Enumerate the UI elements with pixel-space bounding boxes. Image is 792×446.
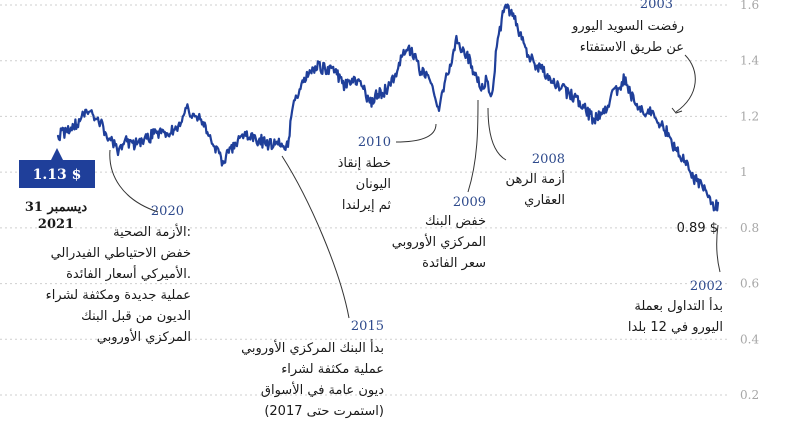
annotation-2010-line2: اليونان [356,177,391,192]
y-tick-label: 1 [740,165,748,179]
annotation-2009-year: 2009 [453,195,486,210]
end-badge-box [19,160,95,188]
annotation-connectors [109,54,721,319]
annotation-2020-line6: المركزي الأوروبي [97,328,191,345]
annotation-2015-line3: ديون عامة في الأسواق [261,381,384,398]
y-tick-labels: 1.6 1.4 1.2 1 0.8 0.6 0.4 0.2 [740,0,759,402]
connector-2020 [109,149,159,213]
y-tick-label: 0.6 [740,277,759,291]
annotation-2020-line2: خفض الاحتياطي الفيدرالي [51,246,191,261]
annotation-2020-line1: الأزمة الصحية: [113,223,191,240]
annotation-2015-line4: (استمرت حتى 2017) [264,404,384,419]
annotation-2010-year: 2010 [358,135,391,150]
grid-lines [0,4,730,396]
start-price-label: 0.89 $ [677,221,718,236]
annotation-2015-line2: عملية مكثفة لشراء [281,362,384,377]
end-date-line2: 2021 [38,217,74,232]
annotation-2015: 2015 بدأ البنك المركزي الأوروبي عملية مك… [241,319,384,419]
annotation-2002-year: 2002 [690,279,723,294]
y-tick-label: 1.4 [740,54,759,68]
end-date-line1: 31 ديسمبر [25,200,87,215]
connector-arrowheads [671,107,683,114]
annotation-2002-line2: اليورو في 12 بلدا [628,320,723,335]
connector-2003 [675,54,696,113]
annotation-2003-line2: عن طريق الاستفتاء [580,40,684,55]
connector-2009 [467,99,479,193]
y-tick-label: 0.8 [740,221,759,235]
annotation-2020-year: 2020 [151,204,184,219]
annotation-2020-line4: عملية جديدة ومكثفة لشراء [46,288,191,303]
annotation-2009-line2: المركزي الأوروبي [392,233,486,250]
end-badge: 1.13 $ [19,148,95,188]
annotation-2008-line2: العقاري [524,193,565,208]
annotation-2003: 2003 رفضت السويد اليورو عن طريق الاستفتا… [571,0,684,55]
annotation-2003-line1: رفضت السويد اليورو [571,19,684,34]
y-tick-label: 0.4 [740,332,759,346]
connector-2002 [716,224,721,273]
annotation-2020: 2020 الأزمة الصحية: خفض الاحتياطي الفيدر… [46,204,191,345]
annotation-2009-line1: خفض البنك [425,214,486,229]
annotation-2008-year: 2008 [532,152,565,167]
annotation-2009: 2009 خفض البنك المركزي الأوروبي سعر الفا… [392,195,486,271]
y-tick-label: 1.2 [740,109,759,123]
annotation-2015-year: 2015 [351,319,384,334]
annotation-2002-line1: بدأ التداول بعملة [634,297,723,314]
annotation-2003-year: 2003 [640,0,673,12]
annotation-2020-line3: الأميركي أسعار الفائدة. [66,265,191,282]
end-badge-pointer [51,148,63,160]
annotation-2020-line5: الديون من قبل البنك [81,309,191,324]
y-tick-label: 0.2 [740,388,759,402]
annotation-2015-line1: بدأ البنك المركزي الأوروبي [241,339,384,356]
connector-2008 [487,107,507,161]
y-tick-label: 1.6 [740,0,759,12]
annotation-2009-line3: سعر الفائدة [422,256,486,271]
connector-2010 [395,123,437,143]
connector-2015 [281,155,350,319]
annotation-2010-line1: خطة إنقاذ [338,156,391,171]
annotation-2002: 2002 بدأ التداول بعملة اليورو في 12 بلدا [628,279,723,335]
euro-usd-line [56,3,720,212]
annotation-2010-line3: ثم إيرلندا [342,198,392,213]
arrowhead-2003 [671,107,683,114]
annotation-2008: 2008 أزمة الرهن العقاري [506,152,565,208]
annotation-2010: 2010 خطة إنقاذ اليونان ثم إيرلندا [338,135,392,213]
annotation-2008-line1: أزمة الرهن [506,170,565,187]
end-badge-text: 1.13 $ [33,167,82,183]
